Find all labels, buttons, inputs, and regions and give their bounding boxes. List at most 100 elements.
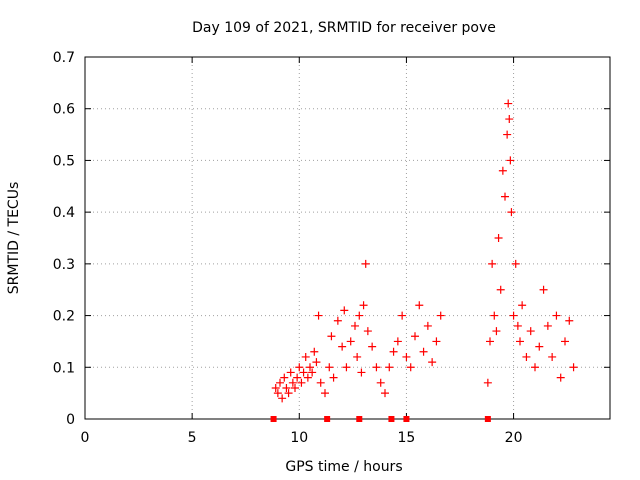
data-points xyxy=(271,99,578,403)
data-point xyxy=(372,363,381,372)
gap-markers xyxy=(270,416,491,422)
y-tick-label: 0.7 xyxy=(53,50,75,66)
x-tick-label: 0 xyxy=(81,430,90,446)
data-point xyxy=(329,373,338,382)
data-point xyxy=(381,389,389,398)
data-point xyxy=(488,259,497,268)
data-point xyxy=(271,383,280,392)
data-point xyxy=(490,311,499,320)
y-tick-label: 0.1 xyxy=(53,360,75,376)
data-point xyxy=(280,373,289,382)
x-tick-label: 15 xyxy=(398,430,416,446)
axis-ticks: 0 0.1 0.2 0.3 0.4 0.5 0.6 0.7 0 5 10 15 20 xyxy=(53,50,610,446)
x-tick-label: 5 xyxy=(188,430,197,446)
data-point xyxy=(406,363,415,372)
data-point xyxy=(306,363,314,372)
data-point xyxy=(496,285,505,294)
y-tick-label: 0.4 xyxy=(53,205,75,221)
data-point xyxy=(492,327,501,336)
data-point xyxy=(552,311,561,320)
data-point xyxy=(286,368,295,377)
data-point xyxy=(342,363,351,372)
data-point xyxy=(494,234,503,242)
data-point xyxy=(509,311,518,320)
data-point xyxy=(501,192,509,201)
data-point xyxy=(293,373,302,382)
data-point xyxy=(411,332,419,341)
x-tick-label: 10 xyxy=(290,430,308,446)
data-point xyxy=(276,378,284,387)
data-point xyxy=(355,311,364,320)
data-point xyxy=(321,389,329,398)
data-point xyxy=(333,316,342,325)
data-point xyxy=(507,208,516,217)
gap-marker xyxy=(356,416,363,422)
data-point xyxy=(310,347,319,356)
data-point xyxy=(419,347,428,356)
data-point xyxy=(423,321,432,330)
data-point xyxy=(483,378,492,387)
data-point xyxy=(569,363,578,372)
y-tick-label: 0.5 xyxy=(53,153,75,169)
data-point xyxy=(436,311,445,320)
data-point xyxy=(314,311,323,320)
data-point xyxy=(503,130,512,139)
y-axis-label: SRMTID / TECUs xyxy=(6,182,22,295)
data-point xyxy=(291,383,299,392)
data-point xyxy=(363,327,372,336)
data-point xyxy=(518,301,527,310)
data-point xyxy=(301,352,310,361)
x-axis-label: GPS time / hours xyxy=(285,459,402,475)
data-point xyxy=(522,352,531,361)
data-point xyxy=(273,389,282,398)
data-point xyxy=(543,321,552,330)
data-point xyxy=(389,347,398,356)
data-point xyxy=(504,99,513,108)
data-point xyxy=(428,358,437,367)
data-point xyxy=(498,166,507,175)
data-point xyxy=(511,259,520,268)
data-point xyxy=(359,301,368,310)
data-point xyxy=(486,337,494,346)
data-point xyxy=(368,342,377,351)
data-point xyxy=(284,389,293,398)
x-tick-label: 20 xyxy=(505,430,523,446)
data-point xyxy=(516,337,524,346)
data-point xyxy=(295,363,304,372)
data-point xyxy=(376,378,385,387)
data-point xyxy=(531,363,539,372)
data-point xyxy=(393,337,402,346)
grid-lines xyxy=(85,57,610,419)
data-point xyxy=(432,337,441,346)
data-point xyxy=(353,352,362,361)
data-point xyxy=(288,378,297,387)
data-point xyxy=(398,311,407,320)
y-tick-label: 0.3 xyxy=(53,257,75,273)
data-point xyxy=(299,368,308,377)
data-point xyxy=(278,394,287,403)
gap-marker xyxy=(388,416,395,422)
data-point xyxy=(357,368,366,377)
data-point xyxy=(297,378,306,387)
data-point xyxy=(340,306,349,315)
data-point xyxy=(351,321,359,330)
data-point xyxy=(505,115,514,124)
data-point xyxy=(385,363,394,372)
data-point xyxy=(361,259,370,268)
chart-title: Day 109 of 2021, SRMTID for receiver pov… xyxy=(192,20,496,36)
data-point xyxy=(548,352,557,361)
gap-marker xyxy=(484,416,491,422)
data-point xyxy=(513,321,522,330)
data-point xyxy=(338,342,347,351)
y-tick-label: 0 xyxy=(66,412,75,428)
data-point xyxy=(312,358,321,367)
gap-marker xyxy=(324,416,331,422)
data-point xyxy=(327,332,336,341)
gap-marker xyxy=(403,416,410,422)
data-point xyxy=(526,327,535,336)
data-point xyxy=(325,363,334,372)
data-point xyxy=(556,373,565,382)
y-tick-label: 0.6 xyxy=(53,102,75,118)
data-point xyxy=(565,316,574,325)
plot-frame xyxy=(84,56,611,420)
